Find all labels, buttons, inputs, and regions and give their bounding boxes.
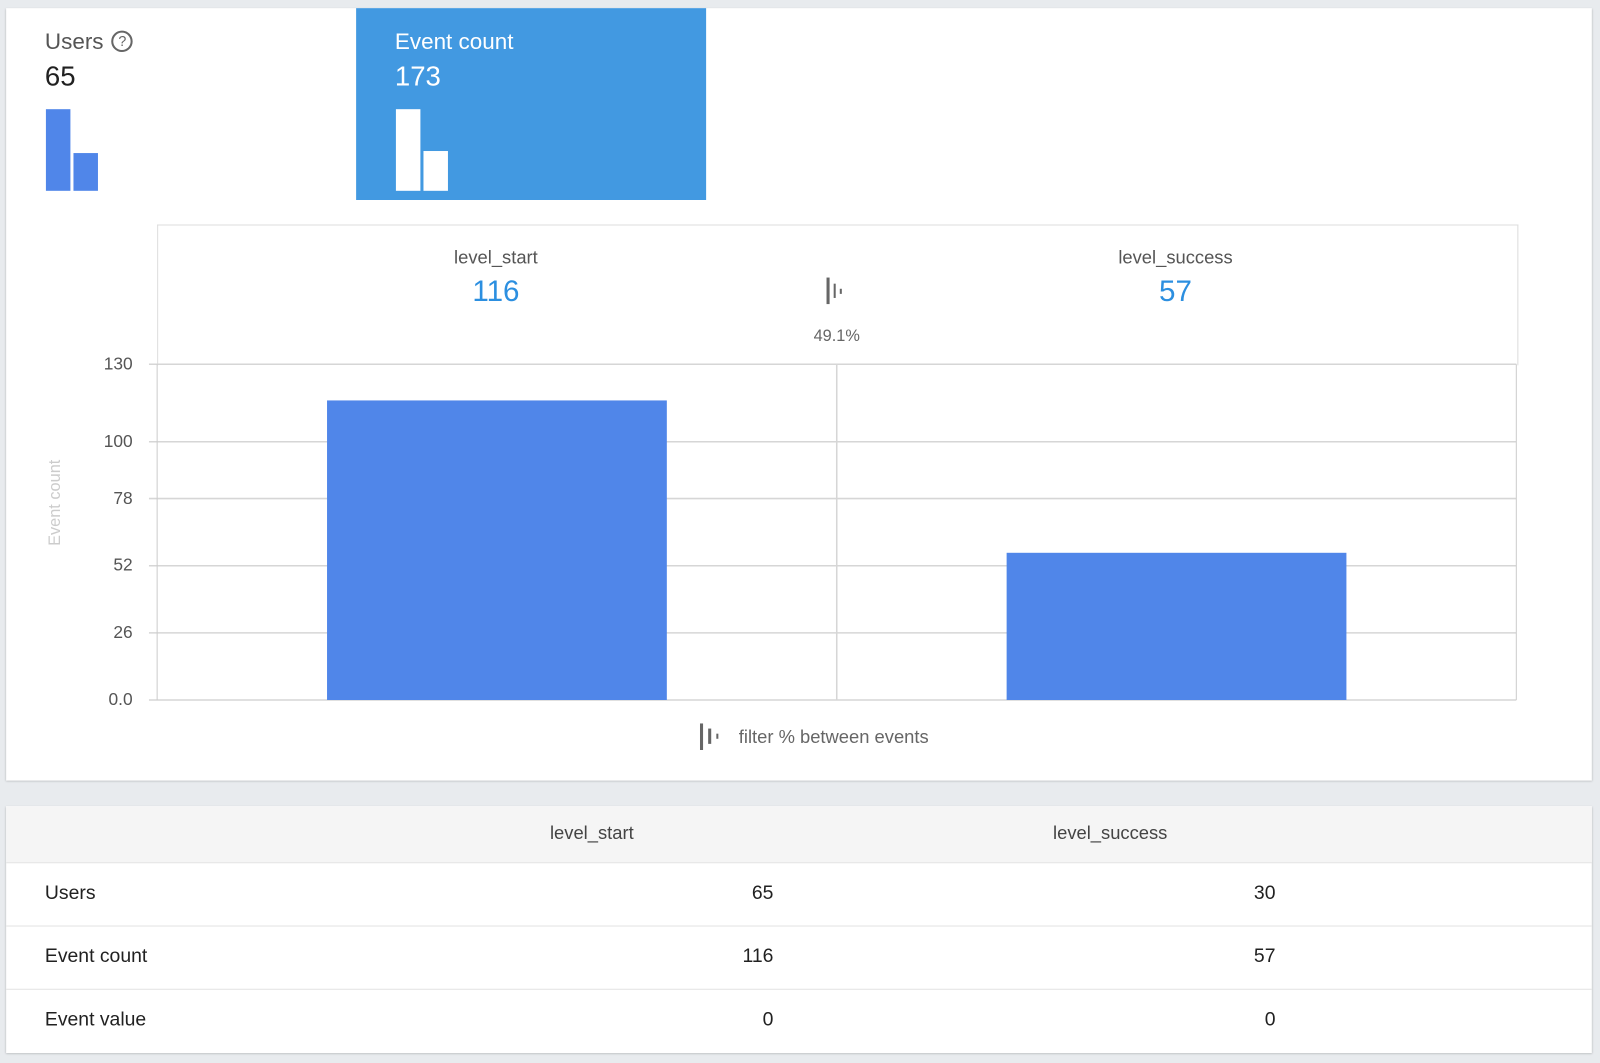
step-value: 116: [472, 275, 520, 309]
y-tick-label: 26: [113, 622, 133, 643]
metric-value: 173: [394, 61, 441, 92]
mini-bar: [423, 150, 448, 191]
row-label: Event value: [44, 1009, 147, 1031]
funnel-header: [157, 224, 1519, 366]
y-tick-label: 100: [103, 431, 133, 451]
table-row: Users 65 30: [6, 862, 1592, 926]
funnel-bars-icon: [826, 277, 842, 305]
bar-level_success: [1006, 552, 1347, 700]
cell: 0: [1264, 1009, 1276, 1031]
y-tick-label: 0.0: [108, 689, 133, 710]
metric-tile-users[interactable]: Users? 65: [6, 8, 356, 200]
y-axis-label: Event count: [46, 459, 65, 546]
step-value: 57: [1159, 275, 1192, 309]
cell: 116: [742, 945, 774, 968]
table-header: level_start level_success: [6, 806, 1592, 863]
y-tick-label: 78: [113, 488, 133, 508]
table-row: Event count 116 57: [6, 925, 1592, 990]
table-row: Event value 0 0: [6, 988, 1592, 1053]
bar-chart: [148, 363, 1517, 701]
mini-bar-chart: [45, 105, 107, 191]
column-header: level_start: [549, 822, 634, 843]
metric-label: Event count: [394, 28, 514, 55]
filter-label: filter % between events: [738, 726, 929, 747]
funnel-table: level_start level_success Users 65 30 Ev…: [6, 806, 1592, 1054]
mini-bar: [395, 109, 421, 191]
step-name: level_start: [454, 246, 538, 268]
cell: 65: [751, 882, 774, 905]
mini-bar: [73, 153, 98, 191]
cell: 30: [1253, 882, 1276, 905]
conversion-rate: 49.1%: [813, 327, 860, 345]
cell: 0: [762, 1009, 774, 1031]
funnel-bars-icon: [699, 723, 719, 750]
cell: 57: [1253, 945, 1276, 968]
row-label: Users: [44, 882, 96, 905]
funnel-card: Users? 65 Event count 173 level_start 11…: [6, 8, 1592, 781]
step-name: level_success: [1118, 246, 1233, 268]
mini-bar: [45, 109, 71, 191]
metric-value: 65: [44, 61, 76, 92]
row-label: Event count: [44, 945, 148, 968]
mini-bar-chart: [395, 105, 457, 191]
question-circle-icon[interactable]: ?: [111, 30, 134, 53]
metric-tile-event-count[interactable]: Event count 173: [356, 8, 707, 200]
metric-label: Users: [44, 28, 104, 55]
bar-level_start: [327, 400, 667, 700]
y-tick-label: 52: [113, 555, 133, 575]
y-tick-label: 130: [103, 354, 133, 374]
filter-button[interactable]: filter % between events: [698, 720, 929, 753]
column-header: level_success: [1053, 822, 1168, 843]
